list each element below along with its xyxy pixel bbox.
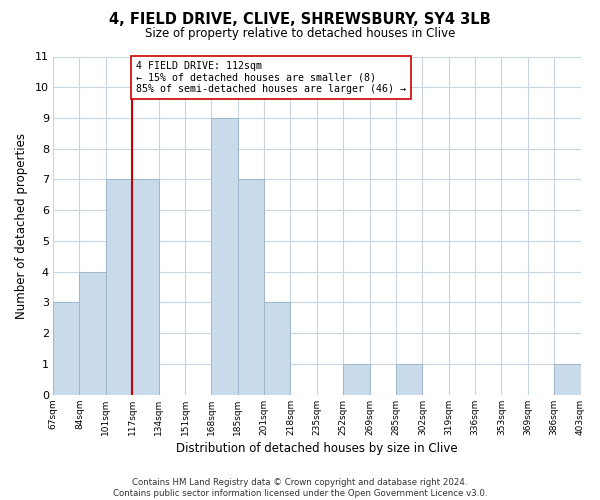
Text: 4, FIELD DRIVE, CLIVE, SHREWSBURY, SY4 3LB: 4, FIELD DRIVE, CLIVE, SHREWSBURY, SY4 3… (109, 12, 491, 28)
Bar (264, 302, 290, 394)
Text: 4 FIELD DRIVE: 112sqm
← 15% of detached houses are smaller (8)
85% of semi-detac: 4 FIELD DRIVE: 112sqm ← 15% of detached … (136, 61, 406, 94)
Bar (79, 272, 106, 394)
X-axis label: Distribution of detached houses by size in Clive: Distribution of detached houses by size … (176, 442, 458, 455)
Bar (53, 302, 79, 394)
Text: Size of property relative to detached houses in Clive: Size of property relative to detached ho… (145, 28, 455, 40)
Bar (343, 364, 370, 394)
Bar (396, 364, 422, 394)
Bar (554, 364, 581, 394)
Text: Contains HM Land Registry data © Crown copyright and database right 2024.
Contai: Contains HM Land Registry data © Crown c… (113, 478, 487, 498)
Bar (211, 118, 238, 394)
Y-axis label: Number of detached properties: Number of detached properties (15, 132, 28, 318)
Bar (238, 180, 264, 394)
Bar (132, 180, 158, 394)
Bar (106, 180, 132, 394)
